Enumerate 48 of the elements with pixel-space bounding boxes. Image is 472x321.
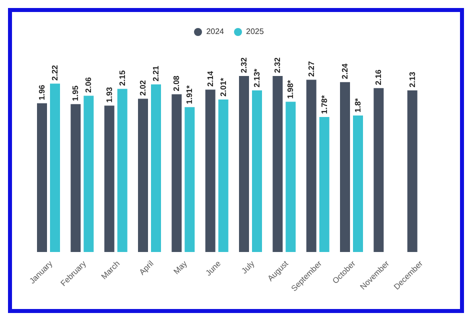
bar (252, 90, 262, 252)
legend-label: 2025 (246, 27, 264, 36)
bar (306, 80, 316, 252)
bar (374, 88, 384, 252)
bar (50, 84, 60, 252)
data-label: 2.13* (252, 68, 262, 88)
data-label: 2.21 (152, 65, 160, 82)
data-label: 2.27 (306, 60, 316, 77)
data-label: 2.15 (118, 70, 127, 86)
data-label: 1.78* (320, 94, 329, 114)
data-label: 1.98* (286, 79, 296, 99)
bar (117, 88, 128, 252)
data-label: 1.93 (104, 86, 114, 103)
bar (151, 84, 161, 252)
data-label: 2.01* (218, 76, 228, 97)
bar (37, 103, 47, 252)
bar (70, 104, 81, 252)
data-label: 1.96 (38, 84, 46, 100)
data-label: 2.16 (374, 69, 384, 86)
bar (104, 106, 114, 252)
data-label: 2.06 (84, 76, 94, 93)
bar (239, 76, 249, 252)
data-label: 2.22 (50, 64, 60, 81)
data-label: 2.13 (408, 71, 417, 88)
bar (319, 116, 330, 252)
bar (84, 96, 94, 252)
legend-label: 2024 (206, 27, 224, 36)
data-label: 2.24 (340, 62, 350, 80)
data-label: 2.32 (273, 56, 282, 73)
data-label: 1.95 (71, 84, 80, 102)
bar (272, 76, 283, 252)
bar (205, 90, 216, 252)
bar (340, 82, 350, 252)
bar (353, 115, 363, 252)
bar (138, 98, 148, 252)
data-label: 2.32 (240, 56, 248, 73)
bar (286, 102, 296, 252)
data-label: 2.08 (172, 75, 182, 92)
data-label: 2.02 (138, 80, 148, 96)
bar (184, 107, 195, 252)
data-label: 2.14 (206, 70, 215, 87)
bar (218, 100, 228, 252)
x-tick-label: May (172, 259, 189, 276)
x-tick-label: July (240, 259, 256, 276)
data-label: 1.8* (354, 97, 362, 112)
bar (172, 94, 182, 252)
data-label: 1.91* (185, 84, 194, 104)
bar (407, 90, 418, 252)
